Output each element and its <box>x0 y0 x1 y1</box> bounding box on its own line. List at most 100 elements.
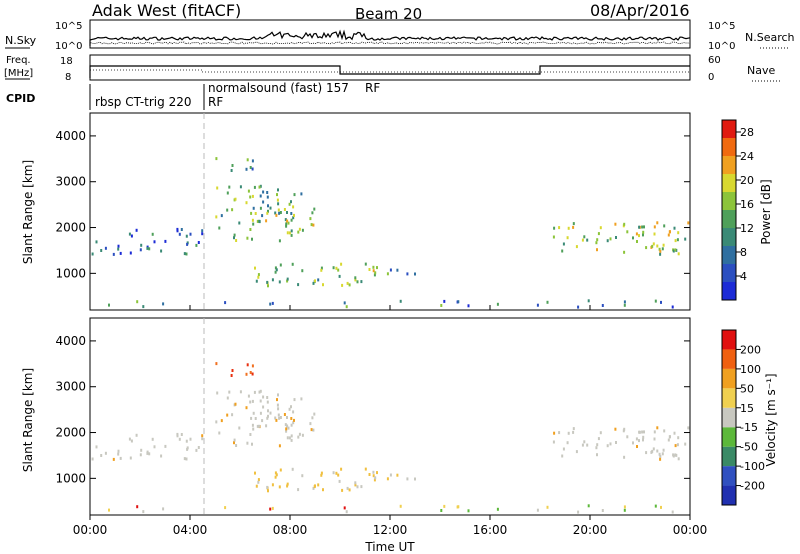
velocity-cell <box>558 431 561 435</box>
velocity-cell <box>291 467 294 471</box>
velocity-cell <box>642 435 645 439</box>
colorbar-swatch <box>722 210 736 228</box>
colorbar-swatch <box>722 282 736 300</box>
power-cell <box>348 283 351 287</box>
velocity-cell <box>341 488 344 492</box>
velocity-cell <box>354 481 357 485</box>
velocity-cell <box>271 506 274 510</box>
colorbar-swatch <box>722 174 736 192</box>
velocity-cell <box>290 405 292 409</box>
velocity-y-axis: 1000 2000 3000 4000 <box>55 334 690 485</box>
power-cell <box>638 234 640 238</box>
velocity-cell <box>140 448 143 452</box>
velocity-cell <box>651 449 654 453</box>
velocity-ylabel: Slant Range [km] <box>21 368 35 472</box>
velocity-cell <box>623 508 626 512</box>
velocity-cell <box>661 452 664 456</box>
power-cell <box>389 268 392 272</box>
power-cell <box>386 272 389 276</box>
velocity-cell <box>687 426 690 430</box>
freq-unit-label: [MHz] <box>4 68 33 79</box>
nsky-line <box>89 29 691 46</box>
power-cell <box>274 211 277 215</box>
velocity-cell <box>269 507 272 511</box>
power-cell <box>254 266 256 270</box>
velocity-cell <box>311 416 314 420</box>
velocity-cell <box>345 510 348 514</box>
velocity-cell <box>406 477 409 481</box>
power-cell <box>235 239 238 242</box>
velocity-cell <box>267 414 269 418</box>
velocity-cell <box>656 426 659 430</box>
power-panel: 1000 2000 3000 4000 Slant Range [km] <box>21 112 691 311</box>
power-cell <box>286 231 289 235</box>
power-cell <box>197 241 200 244</box>
colorbar-swatch <box>722 427 736 447</box>
power-ylabel: Slant Range [km] <box>21 160 35 264</box>
power-cell <box>614 222 617 226</box>
velocity-cell <box>310 428 313 432</box>
velocity-cell <box>599 431 602 435</box>
power-cell <box>189 232 192 236</box>
power-cell <box>279 211 282 214</box>
velocity-cell <box>572 430 575 434</box>
power-cell <box>606 239 609 243</box>
power-cell <box>128 232 131 236</box>
nave-tick-high: 60 <box>708 55 721 66</box>
power-cell <box>297 283 300 287</box>
power-cell <box>275 268 278 272</box>
power-cell <box>246 236 249 240</box>
power-cell <box>284 218 287 222</box>
velocity-cell <box>265 424 268 428</box>
velocity-colorbar-label: Velocity [m s⁻¹] <box>764 373 778 466</box>
power-cell <box>674 248 677 252</box>
velocity-cell <box>337 473 340 477</box>
power-cell <box>298 227 301 231</box>
power-cell <box>287 221 290 225</box>
velocity-cell <box>255 484 258 488</box>
power-cell <box>153 240 156 244</box>
velocity-cell <box>256 424 259 428</box>
velocity-cell <box>249 371 252 374</box>
power-cell <box>245 167 248 171</box>
velocity-cell <box>332 471 335 475</box>
velocity-cell <box>586 443 589 447</box>
power-cell <box>185 252 188 256</box>
velocity-cell <box>276 403 279 407</box>
power-cell <box>674 239 677 243</box>
power-cell <box>673 226 676 230</box>
velocity-cell <box>360 485 363 489</box>
power-cell <box>652 242 655 246</box>
velocity-cell <box>292 421 295 425</box>
power-cell <box>660 300 662 304</box>
velocity-heatmap <box>91 362 690 514</box>
cpid-segment-2: normalsound (fast) 157 <box>208 81 349 95</box>
velocity-cell <box>386 477 389 481</box>
velocity-cell <box>635 437 638 441</box>
power-cell <box>259 194 262 198</box>
velocity-cell <box>643 430 645 434</box>
power-cell <box>440 304 443 307</box>
power-cell <box>255 279 258 283</box>
velocity-cell <box>372 474 375 478</box>
velocity-cell <box>251 372 254 376</box>
power-cell <box>642 233 644 237</box>
velocity-cell <box>135 433 138 437</box>
power-cell <box>341 283 344 287</box>
power-cell <box>581 238 584 242</box>
velocity-cell <box>235 444 238 447</box>
colorbar-swatch <box>722 485 736 505</box>
velocity-cell <box>653 430 656 434</box>
power-cell <box>638 225 641 229</box>
velocity-cell <box>601 509 604 512</box>
power-cell <box>654 299 657 303</box>
power-cell <box>271 278 274 282</box>
power-cell <box>354 278 357 282</box>
power-cell <box>623 250 626 254</box>
power-cell <box>178 232 181 236</box>
velocity-cell <box>231 413 234 417</box>
power-cell <box>653 225 656 229</box>
power-cell <box>148 247 151 251</box>
velocity-cell <box>609 442 612 446</box>
velocity-cell <box>288 407 291 411</box>
